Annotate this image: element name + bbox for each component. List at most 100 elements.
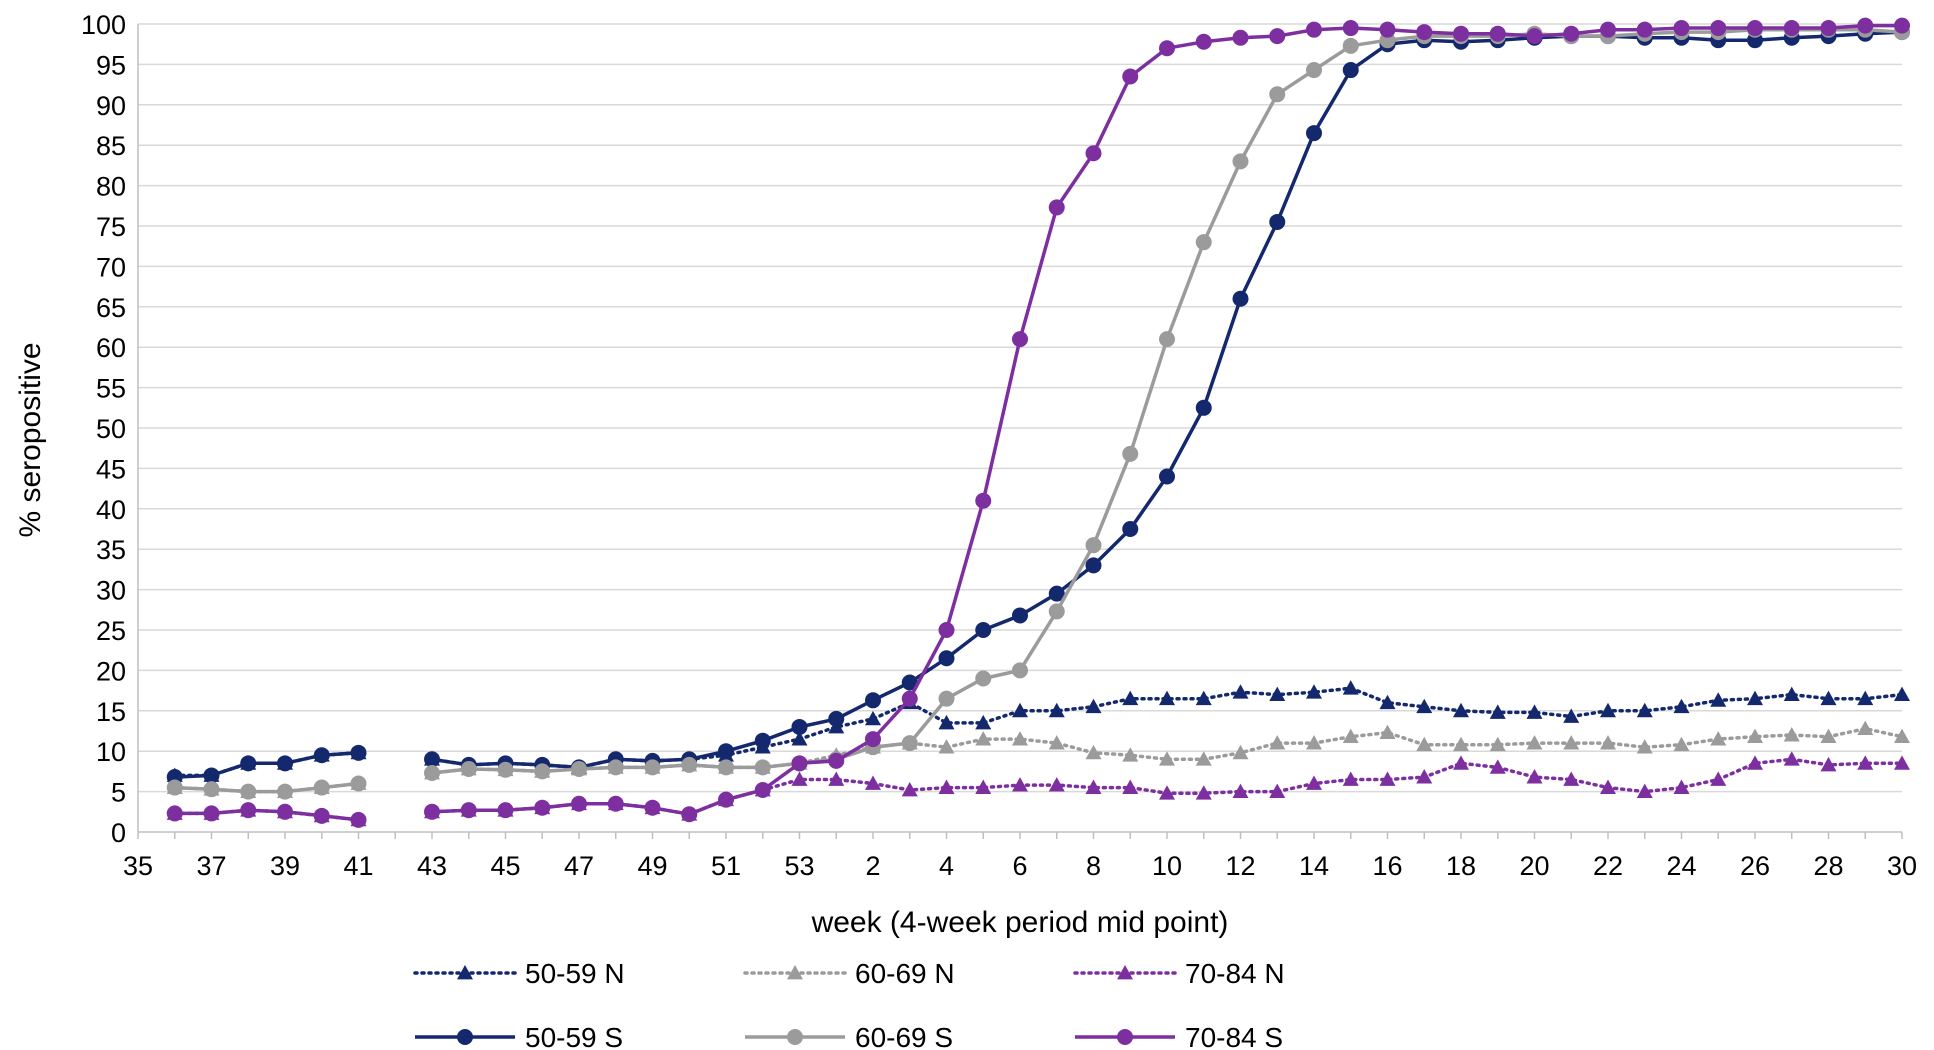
data-point <box>1710 731 1727 746</box>
data-point <box>1747 755 1763 770</box>
data-point <box>1563 735 1580 750</box>
data-point <box>791 771 808 786</box>
data-point <box>1600 735 1616 750</box>
data-point <box>1048 585 1065 602</box>
legend-swatch-marker <box>1117 965 1133 980</box>
data-point <box>497 802 514 819</box>
data-point <box>1012 731 1028 746</box>
data-point <box>497 761 514 778</box>
data-point <box>1857 690 1874 706</box>
data-point <box>350 744 367 761</box>
data-point <box>607 795 624 812</box>
data-point <box>754 732 771 749</box>
data-point <box>1122 690 1139 706</box>
data-point <box>1012 331 1028 348</box>
data-point <box>1747 728 1763 744</box>
data-point <box>1894 728 1910 744</box>
data-point <box>1048 735 1065 750</box>
data-point <box>1159 751 1175 766</box>
data-point <box>1159 40 1175 57</box>
x-tick-label: 53 <box>784 851 814 881</box>
data-point <box>1269 86 1286 103</box>
data-point <box>1232 744 1249 760</box>
data-point <box>1048 777 1065 792</box>
data-point <box>1526 28 1543 45</box>
data-point <box>1048 702 1065 718</box>
data-point <box>1342 680 1359 695</box>
data-point <box>1600 21 1616 38</box>
data-point <box>754 759 771 776</box>
data-point <box>1232 290 1249 307</box>
data-point <box>1857 755 1874 770</box>
data-point <box>754 781 771 798</box>
y-axis-label: % seropositive <box>14 342 47 537</box>
data-point <box>1783 686 1800 702</box>
data-point <box>1416 698 1433 714</box>
x-tick-label: 39 <box>270 851 300 881</box>
data-point <box>865 710 881 726</box>
data-point <box>901 781 918 797</box>
data-point <box>1600 779 1616 794</box>
data-point <box>1379 21 1396 38</box>
data-point <box>1306 125 1322 142</box>
data-point <box>1416 736 1433 752</box>
data-point <box>938 650 955 667</box>
y-tick-label: 30 <box>96 576 126 606</box>
data-point <box>1673 779 1690 794</box>
data-point <box>1232 29 1249 46</box>
data-point <box>1159 331 1175 348</box>
data-point <box>1195 751 1212 766</box>
data-point <box>1269 735 1286 750</box>
data-point <box>1563 708 1580 723</box>
data-point <box>1489 736 1506 752</box>
data-point <box>1269 213 1286 230</box>
y-tick-label: 40 <box>96 495 126 525</box>
data-point <box>1232 153 1249 170</box>
y-tick-label: 65 <box>96 293 126 323</box>
x-tick-label: 41 <box>343 851 373 881</box>
data-point <box>1085 537 1102 554</box>
data-point <box>277 755 293 772</box>
data-point <box>1857 720 1874 735</box>
data-point <box>975 622 992 638</box>
data-point <box>1894 17 1910 34</box>
data-point <box>1379 771 1396 786</box>
data-point <box>1820 728 1837 744</box>
data-point <box>938 622 955 638</box>
x-tick-label: 2 <box>865 851 880 881</box>
data-point <box>1820 690 1837 706</box>
data-point <box>1012 662 1028 679</box>
series-60-69-s <box>166 21 1910 800</box>
y-tick-label: 25 <box>96 616 126 646</box>
data-point <box>424 765 440 782</box>
data-point <box>571 795 587 812</box>
data-point <box>313 779 330 796</box>
data-point <box>1122 68 1139 85</box>
data-point <box>1085 145 1102 162</box>
x-tick-label: 8 <box>1086 851 1101 881</box>
y-tick-label: 60 <box>96 333 126 363</box>
data-point <box>1783 751 1800 766</box>
data-point <box>1526 735 1543 750</box>
data-point <box>1526 769 1543 784</box>
data-point <box>718 759 734 776</box>
data-point <box>1085 557 1102 574</box>
legend-item: 70-84 N <box>1073 958 1285 989</box>
y-tick-label: 45 <box>96 454 126 484</box>
x-tick-labels: 35 37 39 41 43 45 47 49 51 53 2 4 6 8 10 12 14 16 18 20 22 24… <box>123 851 1917 881</box>
x-tick-label: 20 <box>1519 851 1549 881</box>
y-tick-labels: 0 5 10 15 20 25 30 35 40 45 50 55 60 65 70 75 80 85 90 95 10… <box>81 10 126 848</box>
data-point <box>1379 694 1396 710</box>
data-point <box>865 775 881 790</box>
series-line <box>174 30 1903 779</box>
data-point <box>203 767 220 784</box>
legend-label: 50-59 S <box>525 1022 623 1050</box>
data-point <box>1747 20 1763 37</box>
data-point <box>791 718 808 735</box>
data-point <box>975 492 992 509</box>
data-point <box>240 755 257 772</box>
data-point <box>313 747 330 764</box>
data-point <box>534 799 551 816</box>
data-point <box>1048 199 1065 216</box>
data-point <box>1783 20 1800 37</box>
